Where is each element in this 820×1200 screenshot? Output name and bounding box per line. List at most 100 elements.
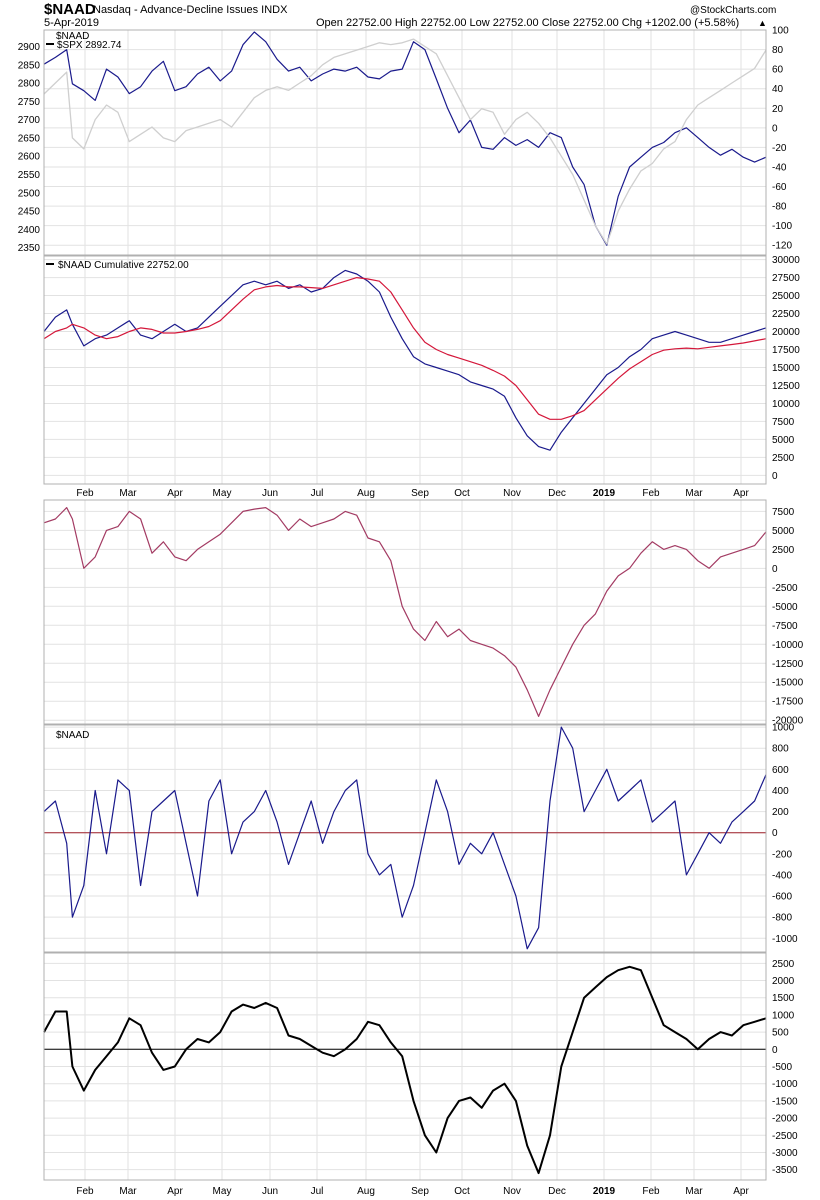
right-axis-tick: -15000 [772,678,804,689]
right-axis-tick: 2500 [772,545,795,556]
legend-spx-label: $SPX 2892.74 [57,40,122,51]
right-axis-tick: 5000 [772,435,795,446]
right-axis-tick: 400 [772,786,789,797]
right-axis-tick: -3500 [772,1165,798,1176]
x-axis-label: Aug [357,1186,375,1197]
x-axis-label: Jul [311,1186,324,1197]
right-axis-tick: -500 [772,1062,792,1073]
chart-date: 5-Apr-2019 [44,17,99,29]
right-axis-tick: 2000 [772,976,795,987]
left-axis-tick: 2400 [18,225,41,236]
x-axis-label: Dec [548,488,566,499]
watermark: @StockCharts.com [690,5,776,16]
right-axis-tick: -100 [772,221,792,232]
x-axis-label: Mar [119,488,137,499]
right-axis-tick: -80 [772,202,787,213]
x-axis-label: Nov [503,488,521,499]
right-axis-tick: 30000 [772,255,800,266]
right-axis-tick: 22500 [772,309,800,320]
legend-panel-4: $NAAD [56,730,89,741]
right-axis-tick: 200 [772,807,789,818]
right-axis-tick: -1000 [772,934,798,945]
left-axis-tick: 2900 [18,42,41,53]
x-axis-label: 2019 [593,1186,616,1197]
right-axis-tick: -200 [772,849,792,860]
right-axis-tick: -20 [772,143,787,154]
x-axis-label: Apr [733,1186,749,1197]
series-line--spx [43,38,767,245]
series-line-moving-average [43,277,767,420]
right-axis-tick: 800 [772,744,789,755]
right-axis-tick: 25000 [772,291,800,302]
legend-cumulative-label: $NAAD Cumulative 22752.00 [58,260,189,271]
x-axis-label: Feb [76,1186,94,1197]
legend-naad-label: $NAAD [56,31,89,42]
legend-naad-panel4: $NAAD [56,730,89,741]
left-axis-tick: 2350 [18,243,41,254]
right-axis-tick: 600 [772,765,789,776]
panel-5-smoothed: -3500 -3000 -2500 -2000 -1500 -1000 -500 0 500 10… [43,952,798,1181]
chart-ohlc: Open 22752.00 High 22752.00 Low 22752.00… [316,17,739,29]
right-axis-tick: 60 [772,65,784,76]
panel-1-naad-vs-spx: -120 -100 -80 -60 -40 -20 0 20 40 60 80 100 2350 2400… [18,26,792,256]
left-axis-tick: 2550 [18,170,41,181]
right-axis-tick: 500 [772,1028,789,1039]
right-axis-tick: -2000 [772,1114,798,1125]
right-axis-tick: -60 [772,182,787,193]
right-axis-tick: -120 [772,241,792,252]
panel-3-oscillator: -20000 -17500 -15000 -12500 -10000 -7500 -5000… [43,499,804,727]
right-axis-tick: 100 [772,26,789,37]
up-arrow-icon: ▲ [758,18,767,28]
x-axis-label: Mar [685,1186,703,1197]
x-axis-label: Sep [411,1186,429,1197]
x-axis-label: Mar [685,488,703,499]
x-axis-label: Jul [311,488,324,499]
series-line-oscillator [43,507,767,718]
legend-panel-2: $NAAD Cumulative 22752.00 [46,260,189,271]
series-line-smoothed [43,965,767,1175]
left-axis-tick: 2600 [18,152,41,163]
right-axis-tick: 1000 [772,1010,795,1021]
left-axis-tick: 2800 [18,79,41,90]
right-axis-tick: -2500 [772,1131,798,1142]
right-axis-tick: -12500 [772,659,804,670]
right-axis-tick: 2500 [772,959,795,970]
right-axis-tick: -1500 [772,1096,798,1107]
right-axis-tick: -600 [772,892,792,903]
right-axis-tick: 40 [772,84,784,95]
left-axis-tick: 2500 [18,188,41,199]
panel-frame [43,255,767,485]
right-axis-tick: 2500 [772,453,795,464]
right-axis-tick: 7500 [772,507,795,518]
right-axis-tick: 27500 [772,273,800,284]
right-axis-tick: 1500 [772,993,795,1004]
x-axis-label: 2019 [593,488,616,499]
right-axis-tick: 17500 [772,345,800,356]
x-axis-label: Apr [167,488,183,499]
chart-description: Nasdaq - Advance-Decline Issues INDX [93,4,288,16]
x-axis-label: Apr [733,488,749,499]
chart-symbol: $NAAD [44,1,96,18]
left-axis-tick: 2450 [18,207,41,218]
x-axis-label: May [213,1186,232,1197]
panel-frame [43,29,767,256]
right-axis-tick: 80 [772,45,784,56]
x-axis-label: Feb [642,488,660,499]
right-axis-tick: -800 [772,913,792,924]
x-axis-bottom: Feb Mar Apr May Jun Jul Aug Sep Oct Nov Dec 2019 Feb… [76,1186,749,1197]
left-axis-tick: 2700 [18,115,41,126]
left-axis-tick: 2850 [18,60,41,71]
series-line--naad [43,31,767,246]
panel-4-naad: -1000 -800 -600 -400 -200 0 200 400 600 800 1000 [43,723,798,953]
right-axis-tick: 12500 [772,381,800,392]
x-axis-label: Feb [76,488,94,499]
right-axis-tick: 0 [772,1045,778,1056]
x-axis-label: May [213,488,232,499]
x-axis-label: Jun [262,488,278,499]
right-axis-tick: 0 [772,471,778,482]
x-axis-label: Mar [119,1186,137,1197]
series-line--naad-cumulative [43,269,767,451]
x-axis-label: Sep [411,488,429,499]
panel-2-cumulative: 0 2500 5000 7500 10000 12500 15000 17500 20000 22… [43,255,800,485]
